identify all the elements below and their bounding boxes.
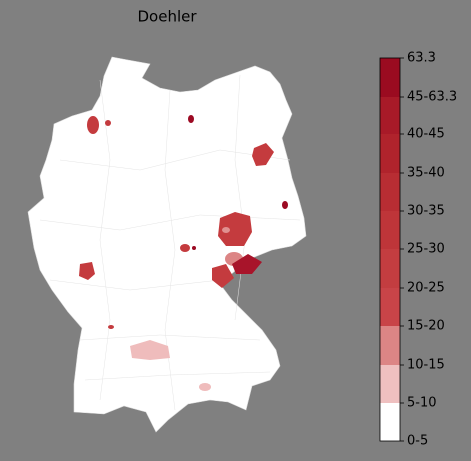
colorbar-label: 30-35 xyxy=(407,204,445,219)
colorbar-label: 15-20 xyxy=(407,319,445,334)
colorbar-segment xyxy=(380,58,400,97)
colorbar: 63.3 45-63.3 40-45 35-40 30-35 25-30 20-… xyxy=(379,51,457,449)
region xyxy=(199,383,211,391)
germany-map xyxy=(27,56,307,433)
colorbar-label: 10-15 xyxy=(407,358,445,373)
region xyxy=(108,325,114,329)
colorbar-segment xyxy=(380,97,400,134)
colorbar-label: 0-5 xyxy=(407,434,428,449)
colorbar-segment xyxy=(380,249,400,288)
colorbar-label: 45-63.3 xyxy=(407,90,457,105)
colorbar-ticks xyxy=(400,57,404,442)
colorbar-segment xyxy=(380,326,400,365)
regions xyxy=(79,115,288,391)
region xyxy=(180,244,190,252)
region xyxy=(252,143,274,166)
region xyxy=(130,340,170,360)
region xyxy=(282,201,288,209)
colorbar-frame xyxy=(379,57,401,442)
country-outline xyxy=(27,56,307,433)
region xyxy=(232,254,262,274)
region xyxy=(218,212,252,246)
map-title: Doehler xyxy=(137,8,197,26)
region xyxy=(192,246,196,250)
colorbar-label: 63.3 xyxy=(407,51,436,66)
region xyxy=(105,120,111,126)
colorbar-segment xyxy=(380,173,400,211)
region xyxy=(188,115,194,123)
colorbar-segment xyxy=(380,288,400,326)
colorbar-segment xyxy=(380,403,400,441)
colorbar-label: 20-25 xyxy=(407,281,445,296)
region xyxy=(79,262,95,280)
colorbar-segment xyxy=(380,365,400,403)
colorbar-label: 25-30 xyxy=(407,242,445,257)
colorbar-segment xyxy=(380,211,400,249)
region xyxy=(222,227,230,233)
colorbar-label: 35-40 xyxy=(407,166,445,181)
colorbar-label: 5-10 xyxy=(407,396,437,411)
region xyxy=(87,116,99,134)
colorbar-label: 40-45 xyxy=(407,127,445,142)
region xyxy=(212,264,234,288)
colorbar-segment xyxy=(380,134,400,173)
